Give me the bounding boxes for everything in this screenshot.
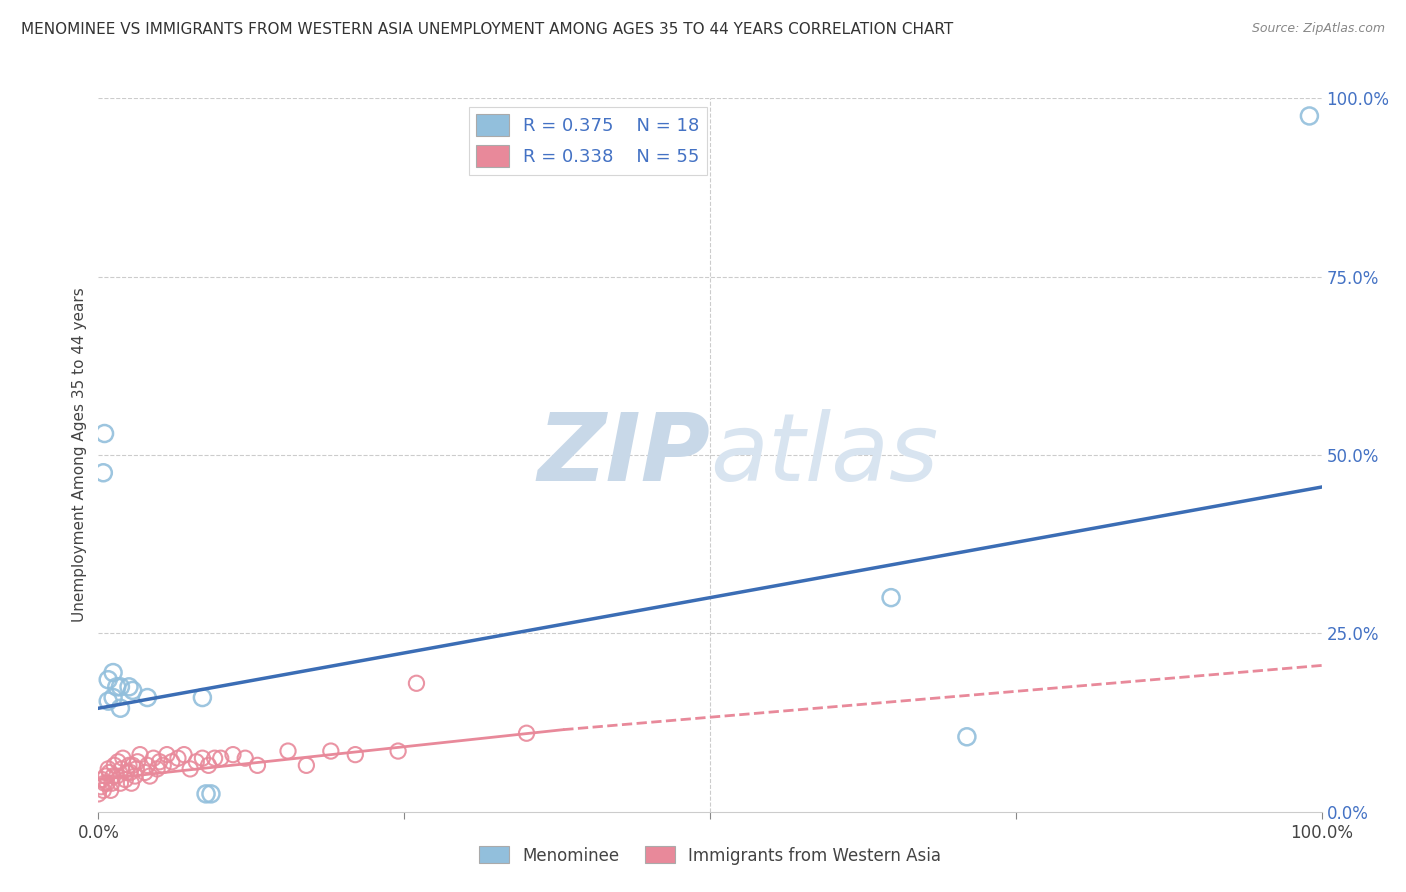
Point xyxy=(125,762,148,776)
Point xyxy=(96,776,118,790)
Point xyxy=(110,680,132,694)
Point xyxy=(121,683,143,698)
Point xyxy=(91,772,114,787)
Point xyxy=(110,776,132,790)
Point xyxy=(107,755,129,769)
Point xyxy=(139,769,162,783)
Point xyxy=(204,751,226,765)
Point xyxy=(97,762,120,776)
Point xyxy=(295,758,318,772)
Point xyxy=(91,466,114,480)
Point xyxy=(100,783,122,797)
Point xyxy=(134,765,156,780)
Point xyxy=(91,783,114,797)
Point xyxy=(405,676,427,690)
Point xyxy=(127,755,149,769)
Text: ZIP: ZIP xyxy=(537,409,710,501)
Point xyxy=(101,690,124,705)
Point xyxy=(121,758,143,772)
Point xyxy=(120,765,142,780)
Point xyxy=(149,755,172,769)
Point xyxy=(94,769,117,783)
Point xyxy=(956,730,979,744)
Point xyxy=(129,747,152,762)
Point xyxy=(87,787,110,801)
Point xyxy=(98,765,121,780)
Point xyxy=(105,680,128,694)
Point xyxy=(103,758,125,772)
Point xyxy=(97,673,120,687)
Point xyxy=(319,744,342,758)
Point xyxy=(111,751,134,765)
Point xyxy=(233,751,256,765)
Point xyxy=(105,769,128,783)
Point xyxy=(209,751,232,765)
Point xyxy=(277,744,299,758)
Point xyxy=(110,701,132,715)
Point xyxy=(160,755,183,769)
Point xyxy=(246,758,269,772)
Y-axis label: Unemployment Among Ages 35 to 44 years: Unemployment Among Ages 35 to 44 years xyxy=(72,287,87,623)
Point xyxy=(90,780,112,794)
Point xyxy=(136,758,159,772)
Legend: Menominee, Immigrants from Western Asia: Menominee, Immigrants from Western Asia xyxy=(472,839,948,871)
Point xyxy=(191,690,214,705)
Point xyxy=(515,726,537,740)
Point xyxy=(173,747,195,762)
Point xyxy=(179,762,201,776)
Point xyxy=(195,787,218,801)
Point xyxy=(152,758,174,772)
Point xyxy=(167,751,190,765)
Text: Source: ZipAtlas.com: Source: ZipAtlas.com xyxy=(1251,22,1385,36)
Point xyxy=(136,690,159,705)
Point xyxy=(101,776,124,790)
Point xyxy=(93,776,115,790)
Point xyxy=(101,665,124,680)
Point xyxy=(222,747,245,762)
Point xyxy=(191,751,214,765)
Text: atlas: atlas xyxy=(710,409,938,500)
Point xyxy=(387,744,409,758)
Point xyxy=(197,758,219,772)
Point xyxy=(146,762,169,776)
Point xyxy=(880,591,903,605)
Point xyxy=(111,762,134,776)
Point xyxy=(93,426,115,441)
Point xyxy=(156,747,179,762)
Point xyxy=(344,747,367,762)
Text: MENOMINEE VS IMMIGRANTS FROM WESTERN ASIA UNEMPLOYMENT AMONG AGES 35 TO 44 YEARS: MENOMINEE VS IMMIGRANTS FROM WESTERN ASI… xyxy=(21,22,953,37)
Point xyxy=(114,772,136,787)
Point xyxy=(118,758,141,772)
Point xyxy=(101,769,124,783)
Point xyxy=(115,765,138,780)
Point xyxy=(120,776,142,790)
Point xyxy=(186,755,208,769)
Point xyxy=(200,787,222,801)
Point xyxy=(118,680,141,694)
Point xyxy=(142,751,165,765)
Point xyxy=(1298,109,1320,123)
Point xyxy=(97,694,120,708)
Point xyxy=(124,769,146,783)
